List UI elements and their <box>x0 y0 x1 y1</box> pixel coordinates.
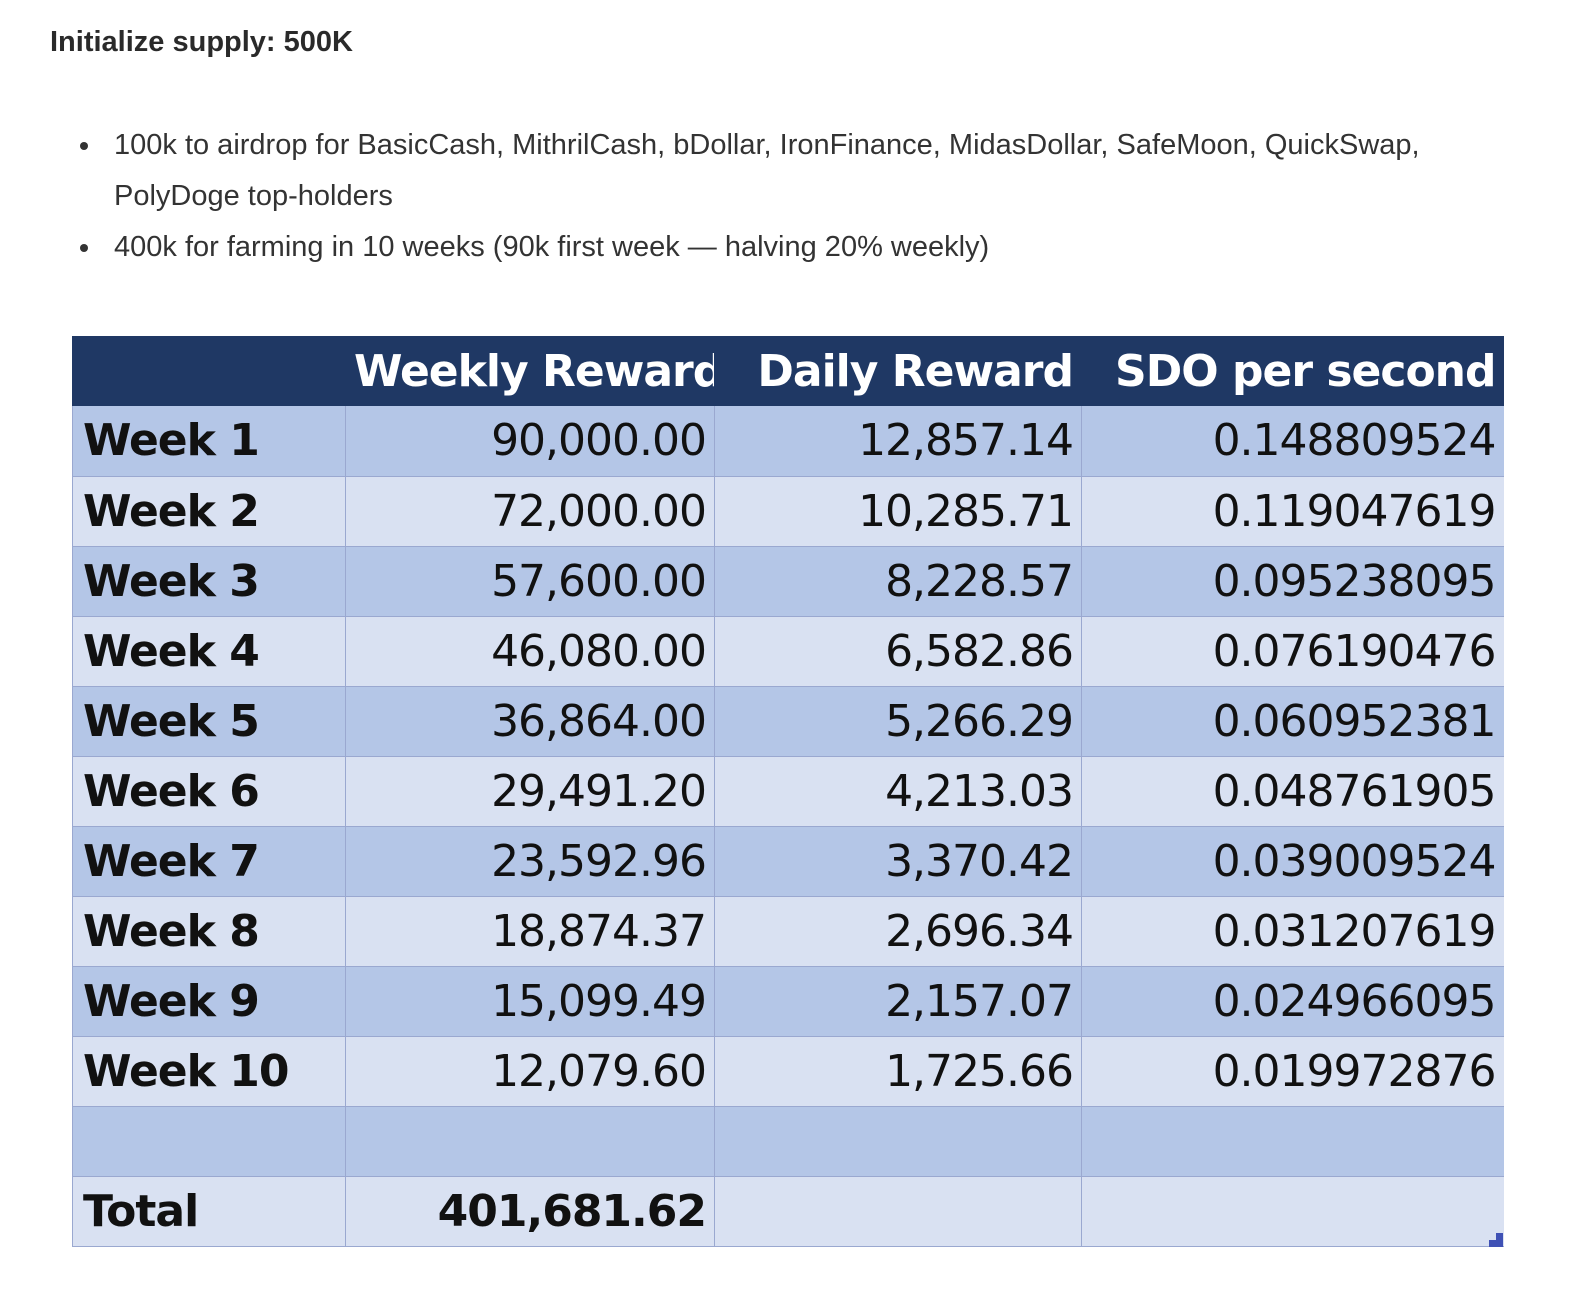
header-cell-week <box>72 336 346 406</box>
bullet-dot-icon <box>80 244 88 252</box>
bullet-text: 100k to airdrop for BasicCash, MithrilCa… <box>114 129 1420 212</box>
bullet-dot-icon <box>80 142 88 150</box>
table-row: Week 3 57,600.00 8,228.57 0.095238095 <box>72 546 1504 617</box>
empty-cell <box>714 1106 1082 1177</box>
week-label-cell: Week 9 <box>72 966 346 1037</box>
weekly-reward-cell: 90,000.00 <box>345 406 715 477</box>
week-label-cell: Week 1 <box>72 406 346 477</box>
sdo-per-second-cell: 0.019972876 <box>1081 1036 1504 1107</box>
daily-reward-cell: 2,157.07 <box>714 966 1082 1037</box>
daily-reward-cell: 4,213.03 <box>714 756 1082 827</box>
daily-reward-cell: 2,696.34 <box>714 896 1082 967</box>
reward-table-container: Weekly Reward Daily Reward SDO per secon… <box>72 336 1504 1247</box>
supply-bullet-list: 100k to airdrop for BasicCash, MithrilCa… <box>78 120 1538 273</box>
daily-reward-cell: 6,582.86 <box>714 616 1082 687</box>
resize-handle-icon[interactable] <box>1489 1232 1503 1247</box>
sdo-per-second-cell: 0.095238095 <box>1081 546 1504 617</box>
empty-cell <box>714 1176 1082 1247</box>
weekly-reward-cell: 72,000.00 <box>345 476 715 547</box>
weekly-reward-cell: 23,592.96 <box>345 826 715 897</box>
sdo-per-second-cell: 0.119047619 <box>1081 476 1504 547</box>
table-row-empty <box>72 1106 1504 1177</box>
sdo-per-second-cell: 0.048761905 <box>1081 756 1504 827</box>
reward-schedule-table: Weekly Reward Daily Reward SDO per secon… <box>72 336 1504 1247</box>
weekly-reward-cell: 18,874.37 <box>345 896 715 967</box>
week-label-cell: Week 7 <box>72 826 346 897</box>
weekly-reward-cell: 12,079.60 <box>345 1036 715 1107</box>
week-label-cell: Week 8 <box>72 896 346 967</box>
table-header-row: Weekly Reward Daily Reward SDO per secon… <box>72 336 1504 406</box>
daily-reward-cell: 5,266.29 <box>714 686 1082 757</box>
supply-heading: Initialize supply: 500K <box>50 26 353 58</box>
week-label-cell: Week 10 <box>72 1036 346 1107</box>
table-row: Week 10 12,079.60 1,725.66 0.019972876 <box>72 1036 1504 1107</box>
sdo-per-second-cell: 0.076190476 <box>1081 616 1504 687</box>
total-weekly-reward-cell: 401,681.62 <box>345 1176 715 1247</box>
header-cell-weekly-reward: Weekly Reward <box>345 336 715 406</box>
sdo-per-second-cell: 0.031207619 <box>1081 896 1504 967</box>
table-row-total: Total 401,681.62 <box>72 1176 1504 1247</box>
week-label-cell: Week 5 <box>72 686 346 757</box>
header-cell-daily-reward: Daily Reward <box>714 336 1082 406</box>
empty-cell <box>1081 1106 1504 1177</box>
week-label-cell: Week 6 <box>72 756 346 827</box>
empty-cell <box>1081 1176 1504 1247</box>
sdo-per-second-cell: 0.148809524 <box>1081 406 1504 477</box>
table-row: Week 4 46,080.00 6,582.86 0.076190476 <box>72 616 1504 687</box>
sdo-per-second-cell: 0.060952381 <box>1081 686 1504 757</box>
weekly-reward-cell: 29,491.20 <box>345 756 715 827</box>
table-row: Week 8 18,874.37 2,696.34 0.031207619 <box>72 896 1504 967</box>
weekly-reward-cell: 57,600.00 <box>345 546 715 617</box>
week-label-cell: Week 4 <box>72 616 346 687</box>
empty-cell <box>72 1106 346 1177</box>
sdo-per-second-cell: 0.024966095 <box>1081 966 1504 1037</box>
bullet-item-airdrop: 100k to airdrop for BasicCash, MithrilCa… <box>78 120 1538 222</box>
table-row: Week 5 36,864.00 5,266.29 0.060952381 <box>72 686 1504 757</box>
total-label-cell: Total <box>72 1176 346 1247</box>
bullet-item-farming: 400k for farming in 10 weeks (90k first … <box>78 222 1538 273</box>
table-row: Week 2 72,000.00 10,285.71 0.119047619 <box>72 476 1504 547</box>
daily-reward-cell: 12,857.14 <box>714 406 1082 477</box>
weekly-reward-cell: 46,080.00 <box>345 616 715 687</box>
table-row: Week 6 29,491.20 4,213.03 0.048761905 <box>72 756 1504 827</box>
daily-reward-cell: 3,370.42 <box>714 826 1082 897</box>
header-cell-sdo-per-second: SDO per second <box>1081 336 1504 406</box>
daily-reward-cell: 10,285.71 <box>714 476 1082 547</box>
daily-reward-cell: 8,228.57 <box>714 546 1082 617</box>
week-label-cell: Week 3 <box>72 546 346 617</box>
bullet-text: 400k for farming in 10 weeks (90k first … <box>114 231 990 263</box>
weekly-reward-cell: 36,864.00 <box>345 686 715 757</box>
sdo-per-second-cell: 0.039009524 <box>1081 826 1504 897</box>
table-row: Week 7 23,592.96 3,370.42 0.039009524 <box>72 826 1504 897</box>
week-label-cell: Week 2 <box>72 476 346 547</box>
empty-cell <box>345 1106 715 1177</box>
weekly-reward-cell: 15,099.49 <box>345 966 715 1037</box>
table-row: Week 1 90,000.00 12,857.14 0.148809524 <box>72 406 1504 477</box>
table-row: Week 9 15,099.49 2,157.07 0.024966095 <box>72 966 1504 1037</box>
daily-reward-cell: 1,725.66 <box>714 1036 1082 1107</box>
